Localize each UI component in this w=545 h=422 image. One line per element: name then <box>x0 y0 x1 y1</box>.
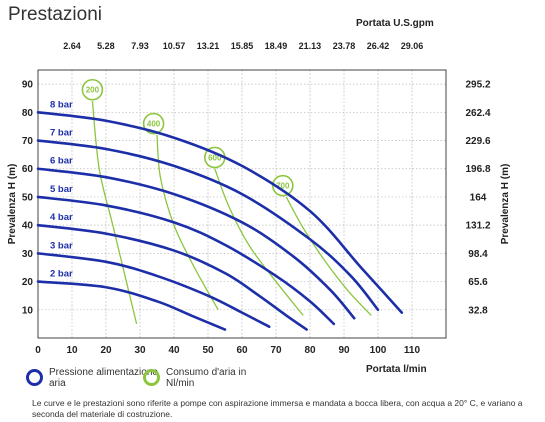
top-tick-label: 10.57 <box>163 41 186 51</box>
top-tick-label: 5.28 <box>97 41 115 51</box>
right-tick-label: 262.4 <box>465 108 490 119</box>
top-tick-label: 13.21 <box>197 41 220 51</box>
top-tick-label: 29.06 <box>401 41 424 51</box>
air-curve-400 <box>156 134 219 311</box>
legend-air: Consumo d'aria in Nl/min <box>143 367 256 389</box>
pressure-label: 2 bar <box>50 269 73 280</box>
top-tick-label: 7.93 <box>131 41 149 51</box>
pressure-curve-3-bar <box>36 252 271 329</box>
top-tick-label: 18.49 <box>265 41 288 51</box>
top-axis-title: Portata U.S.gpm <box>356 18 434 29</box>
air-curve-600 <box>214 168 304 316</box>
x-tick-label: 110 <box>404 345 421 356</box>
page-title: Prestazioni <box>8 4 102 25</box>
pressure-label: 8 bar <box>50 99 73 110</box>
right-tick-label: 229.6 <box>465 136 490 147</box>
y-tick-label: 20 <box>22 277 34 288</box>
x-tick-label: 20 <box>100 345 112 356</box>
pressure-label: 4 bar <box>50 212 73 223</box>
x-tick-label: 50 <box>202 345 214 356</box>
air-badge-200 <box>81 78 104 101</box>
x-axis-title: Portata l/min <box>366 364 427 375</box>
x-tick-label: 80 <box>304 345 316 356</box>
footnote: Le curve e le prestazioni sono riferite … <box>32 398 523 419</box>
x-tick-label: 10 <box>66 345 78 356</box>
top-tick-label: 21.13 <box>299 41 322 51</box>
legend-pressure: Pressione alimentazione aria <box>26 367 169 389</box>
x-tick-label: 30 <box>134 345 146 356</box>
pressure-curve-2-bar <box>36 280 227 331</box>
air-badge-400 <box>142 112 165 135</box>
x-tick-label: 70 <box>270 345 282 356</box>
right-tick-label: 164 <box>470 192 487 203</box>
x-tick-label: 90 <box>338 345 350 356</box>
legend-pressure-label: Pressione alimentazione aria <box>49 367 158 389</box>
air-badge-label-400: 400 <box>147 120 161 129</box>
air-curve-700 <box>285 196 372 316</box>
pressure-curve-8-bar <box>36 111 404 314</box>
top-tick-label: 26.42 <box>367 41 390 51</box>
right-tick-label: 131.2 <box>465 221 490 232</box>
y-tick-label: 50 <box>22 192 34 203</box>
top-tick-label: 2.64 <box>63 41 81 51</box>
plot-frame <box>37 69 447 339</box>
right-tick-label: 98.4 <box>468 249 488 260</box>
right-tick-label: 32.8 <box>468 305 488 316</box>
y-tick-label: 70 <box>22 136 34 147</box>
air-curve-200 <box>91 100 138 325</box>
right-tick-label: 65.6 <box>468 277 488 288</box>
x-tick-label: 0 <box>35 345 41 356</box>
y-tick-label: 60 <box>22 164 34 175</box>
pressure-label: 6 bar <box>50 156 73 167</box>
blue-circle-icon <box>26 369 43 386</box>
y-tick-label: 10 <box>22 305 34 316</box>
right-tick-label: 295.2 <box>465 80 490 91</box>
green-circle-icon <box>143 369 160 386</box>
top-tick-label: 15.85 <box>231 41 254 51</box>
pressure-label: 3 bar <box>50 240 73 251</box>
air-badge-label-700: 700 <box>276 182 290 191</box>
pressure-label: 7 bar <box>50 128 73 139</box>
legend-air-label: Consumo d'aria in Nl/min <box>166 367 247 389</box>
y-tick-label: 40 <box>22 221 34 232</box>
pressure-curve-6-bar <box>36 167 356 320</box>
y-axis-title: Prevalenza H (m) <box>7 164 18 245</box>
pressure-curve-5-bar <box>36 195 336 326</box>
x-tick-label: 100 <box>370 345 387 356</box>
air-badge-label-200: 200 <box>86 86 100 95</box>
right-axis-title: Prevalenza H (m) <box>500 164 511 245</box>
air-badge-label-600: 600 <box>208 153 222 162</box>
air-badge-700 <box>271 174 294 197</box>
pressure-label: 5 bar <box>50 184 73 195</box>
top-tick-label: 23.78 <box>333 41 356 51</box>
x-tick-label: 60 <box>236 345 248 356</box>
right-tick-label: 196.8 <box>465 164 490 175</box>
y-tick-label: 90 <box>22 80 34 91</box>
y-tick-label: 30 <box>22 249 34 260</box>
x-tick-label: 40 <box>168 345 180 356</box>
y-tick-label: 80 <box>22 108 34 119</box>
pressure-curve-4-bar <box>36 223 308 331</box>
pressure-curve-7-bar <box>36 139 380 312</box>
